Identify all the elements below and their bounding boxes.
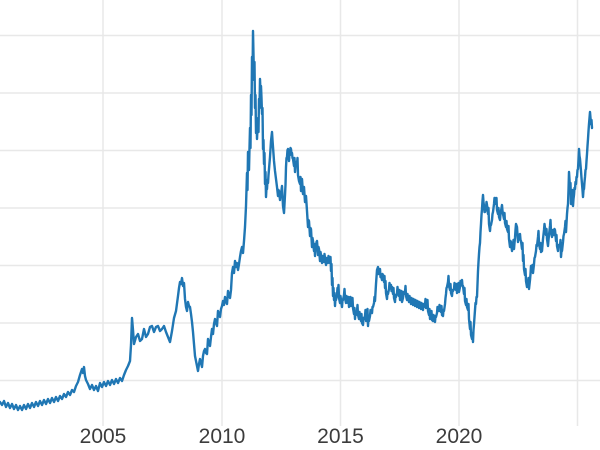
- data-line: [0, 29, 594, 412]
- x-tick-label-2015: 2015: [317, 425, 364, 448]
- x-tick-label-2005: 2005: [79, 425, 127, 448]
- x-tick-label-2020: 2020: [435, 425, 483, 448]
- x-tick-label-2010: 2010: [198, 425, 246, 448]
